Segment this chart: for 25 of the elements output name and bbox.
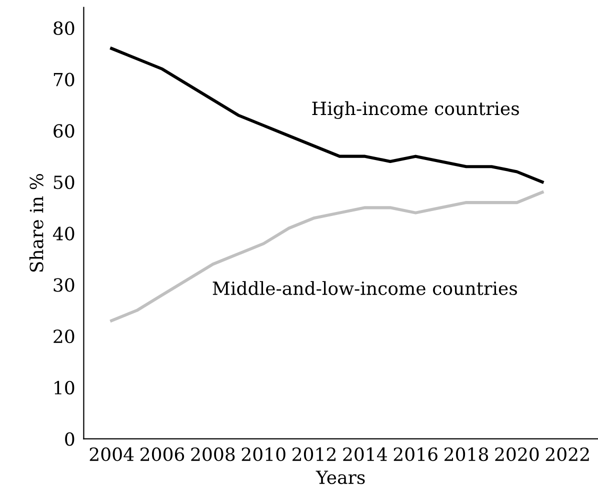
x-tick-label: 2014 [343, 447, 387, 462]
x-tick-label: 2004 [90, 447, 134, 462]
x-tick-label: 2018 [444, 447, 488, 462]
y-axis-title: Share in % [29, 174, 44, 272]
x-tick-label: 2016 [394, 447, 438, 462]
x-tick-label: 2006 [140, 447, 184, 462]
x-tick-label: 2022 [546, 447, 589, 462]
x-tick-label: 2010 [242, 447, 286, 462]
line-series [110, 46, 544, 184]
series-label: Middle-and-low-income countries [212, 281, 517, 296]
line-series [110, 190, 544, 322]
x-tick-label: 2008 [191, 447, 235, 462]
y-tick-label: 40 [52, 226, 74, 240]
y-tick-label: 70 [54, 72, 74, 86]
y-tick-label: 50 [54, 175, 74, 190]
x-tick-label: 2020 [495, 447, 539, 462]
y-tick-label: 60 [54, 124, 74, 138]
y-tick-label: 10 [54, 380, 74, 395]
y-tick-label: 0 [65, 432, 74, 446]
x-axis-title: Years [316, 470, 365, 484]
y-tick-label: 30 [54, 278, 74, 292]
y-tick-label: 20 [54, 330, 74, 344]
y-tick-label: 80 [54, 21, 74, 36]
series-label: High-income countries [312, 101, 519, 119]
x-tick-label: 2012 [292, 447, 336, 462]
